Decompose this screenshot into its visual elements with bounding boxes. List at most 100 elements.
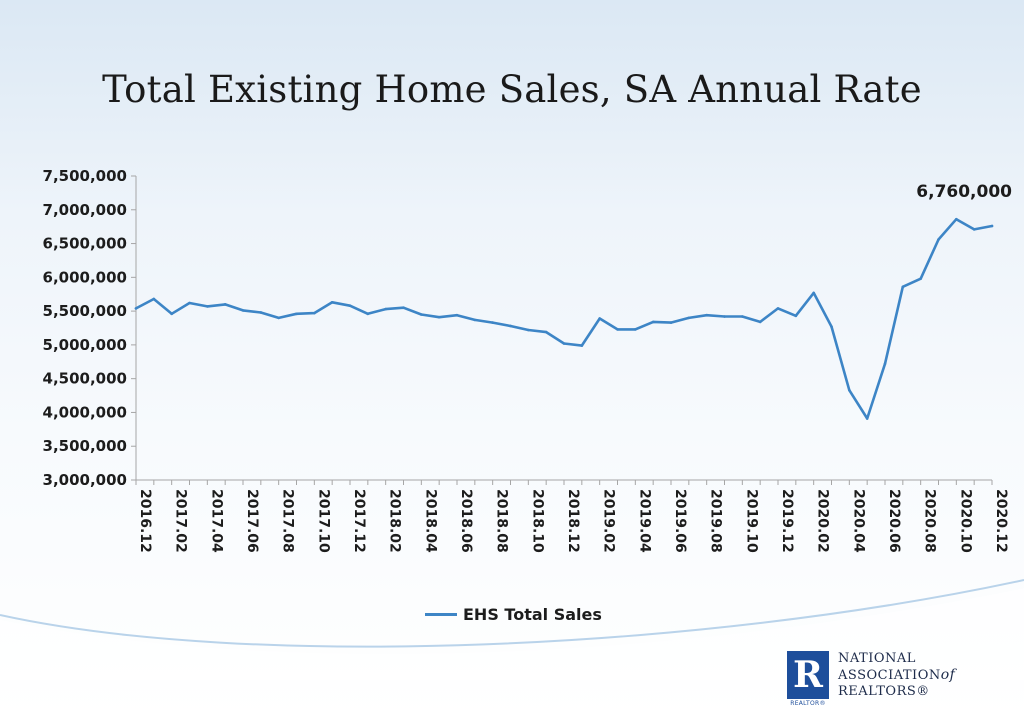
data-point xyxy=(437,315,441,319)
data-point xyxy=(544,330,548,334)
data-label-last-value: 6,760,000 xyxy=(916,182,1012,202)
logo-line-3: REALTORS® xyxy=(838,684,930,699)
x-tick-label: 2019.06 xyxy=(672,489,688,553)
y-tick-label: 6,000,000 xyxy=(43,268,127,286)
x-tick-label: 2020.08 xyxy=(922,489,938,553)
data-point xyxy=(188,301,191,305)
x-tick-label: 2018.06 xyxy=(458,489,474,553)
data-point xyxy=(223,303,227,306)
x-tick-label: 2020.06 xyxy=(886,489,902,553)
data-point xyxy=(152,297,156,301)
line-chart: 3,000,000 3,500,000 4,000,000 4,500,000 5,00… xyxy=(43,167,1013,553)
data-point xyxy=(277,316,280,320)
x-tick-label: 2017.06 xyxy=(244,489,260,553)
data-point xyxy=(758,320,762,324)
data-point xyxy=(919,277,922,280)
x-tick-label: 2020.02 xyxy=(815,489,831,553)
x-tick-label: 2018.04 xyxy=(422,489,438,553)
x-tick-label: 2017.10 xyxy=(315,489,331,553)
series-line-ehs-total-sales xyxy=(134,217,994,420)
x-tick-label: 2017.12 xyxy=(351,489,367,553)
logo-mark-caption: REALTOR® xyxy=(790,700,826,707)
x-tick-label: 2018.08 xyxy=(494,489,510,553)
x-tick-label: 2019.02 xyxy=(601,489,617,553)
x-tick-label: 2020.12 xyxy=(993,489,1009,553)
data-point xyxy=(830,325,833,328)
realtor-r-icon: R xyxy=(787,651,829,699)
data-point xyxy=(687,316,691,320)
legend-label: EHS Total Sales xyxy=(463,604,602,624)
x-tick-label: 2020.04 xyxy=(850,489,866,553)
x-axis-ticks: 2016.12 2017.02 2017.04 2017.06 2017.08 2017.… xyxy=(135,480,1009,553)
data-point xyxy=(990,224,994,228)
data-point xyxy=(562,342,566,345)
data-point xyxy=(134,307,138,310)
decorative-swoosh xyxy=(0,579,1024,680)
data-point xyxy=(259,311,263,314)
data-point xyxy=(776,307,780,310)
y-tick-label: 4,500,000 xyxy=(43,370,127,388)
y-tick-label: 6,500,000 xyxy=(43,235,127,253)
chart-axes xyxy=(135,176,992,481)
data-point xyxy=(384,307,387,311)
data-point xyxy=(812,291,815,295)
data-point xyxy=(616,328,619,331)
chart-title: Total Existing Home Sales, SA Annual Rat… xyxy=(102,68,922,111)
x-tick-label: 2019.08 xyxy=(708,489,724,553)
x-tick-label: 2019.04 xyxy=(636,489,652,553)
y-tick-label: 7,000,000 xyxy=(43,201,127,219)
data-point xyxy=(634,328,637,331)
data-point xyxy=(402,306,405,310)
data-point xyxy=(473,318,477,322)
y-tick-label: 4,000,000 xyxy=(43,403,127,421)
data-point xyxy=(420,313,423,316)
data-point xyxy=(937,238,940,241)
nar-logo: R REALTOR® NATIONAL ASSOCIATIONof REALTO… xyxy=(787,651,987,709)
y-tick-label: 3,000,000 xyxy=(43,471,127,489)
x-tick-label: 2018.12 xyxy=(565,489,581,553)
y-tick-label: 7,500,000 xyxy=(43,167,127,185)
data-point xyxy=(883,362,887,366)
data-point xyxy=(348,304,352,308)
data-point xyxy=(366,312,370,316)
x-tick-label: 2018.10 xyxy=(529,489,545,553)
chart-legend: EHS Total Sales xyxy=(425,603,602,625)
data-label-layer: 6,760,000 xyxy=(916,182,1012,202)
data-point xyxy=(330,301,334,304)
data-point xyxy=(170,312,173,316)
data-point xyxy=(295,312,298,316)
data-point xyxy=(865,417,869,420)
data-point xyxy=(669,321,673,324)
x-tick-label: 2018.02 xyxy=(387,489,403,553)
logo-line-2: ASSOCIATIONof xyxy=(838,667,956,683)
data-point xyxy=(206,305,209,308)
x-tick-label: 2019.12 xyxy=(779,489,795,553)
data-point xyxy=(972,228,976,231)
x-tick-label: 2017.02 xyxy=(173,489,189,553)
data-point xyxy=(741,315,744,318)
legend-swatch xyxy=(425,612,457,616)
x-tick-label: 2017.08 xyxy=(280,489,296,553)
y-tick-label: 3,500,000 xyxy=(43,437,127,455)
data-point xyxy=(598,317,601,320)
data-point xyxy=(455,313,459,317)
y-tick-label: 5,500,000 xyxy=(43,302,127,320)
y-tick-label: 5,000,000 xyxy=(43,336,127,354)
data-point xyxy=(794,314,798,318)
x-tick-label: 2020.10 xyxy=(957,489,973,553)
data-point xyxy=(955,217,958,221)
data-point xyxy=(491,321,494,324)
data-point xyxy=(241,309,245,312)
data-point xyxy=(527,328,530,332)
y-axis-ticks: 3,000,000 3,500,000 4,000,000 4,500,000 5,00… xyxy=(43,167,136,489)
data-point xyxy=(705,313,708,317)
data-point xyxy=(509,324,512,328)
data-point xyxy=(651,320,655,324)
data-point xyxy=(313,311,316,315)
data-point xyxy=(848,388,851,392)
x-tick-label: 2019.10 xyxy=(743,489,759,553)
x-tick-label: 2016.12 xyxy=(137,489,153,553)
data-point xyxy=(723,315,726,318)
series-layer xyxy=(134,217,994,420)
